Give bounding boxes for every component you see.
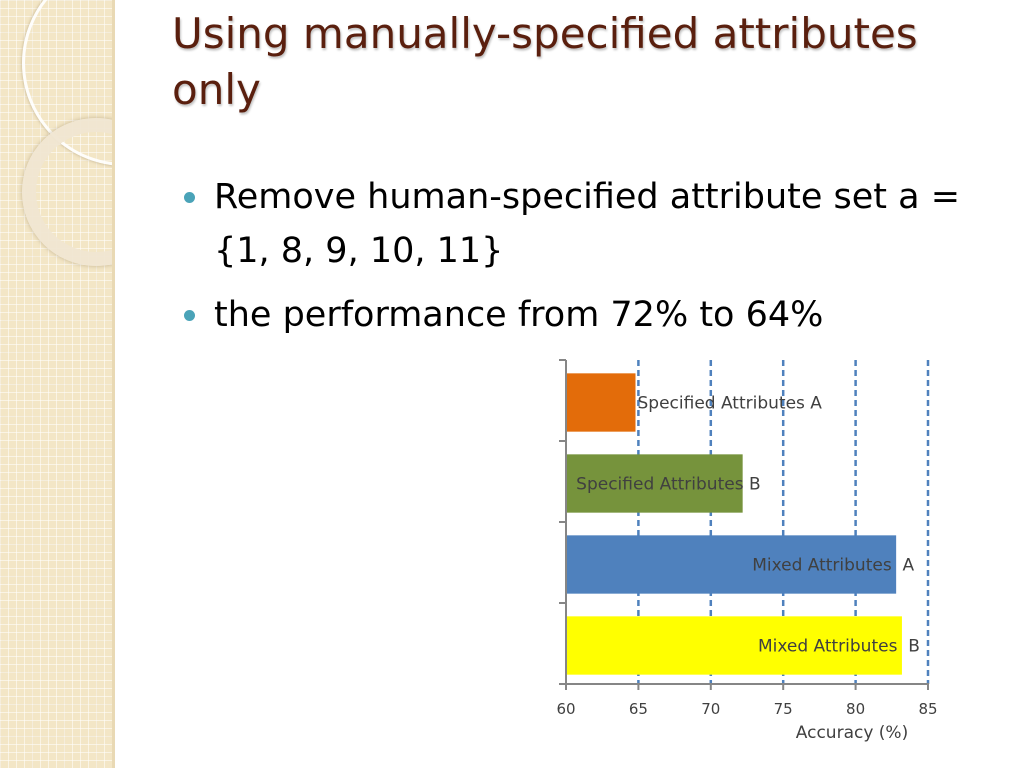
bar [567,373,636,432]
bar-label: Mixed Attributes A [752,556,914,576]
bar-label: Specified Attributes A [638,394,823,414]
bullet-list: Remove human-specified attribute set a =… [184,170,1004,352]
bar [567,535,897,594]
accuracy-bar-chart: Specified Attributes A Specified Attribut… [556,359,938,743]
bar [567,454,743,513]
bar-label: Specified Attributes B [576,475,760,495]
bullet-text: Remove human-specified attribute set a =… [214,177,961,271]
bar-label: Mixed Attributes B [758,637,920,657]
side-panel-edge [112,0,115,768]
bullet-text: the performance from 72% to 64% [214,295,824,335]
slide-title: Using manually-specified attributes only [172,9,918,114]
bar [567,616,902,675]
decorative-side-panel [0,0,112,768]
bullet-dot-icon [184,192,195,203]
bullet-item: the performance from 72% to 64% [184,288,1004,342]
x-tick-label: 60 [556,700,575,718]
x-tick-label: 80 [846,700,865,718]
decorative-ring [22,118,112,266]
bullet-item: Remove human-specified attribute set a =… [184,170,1004,278]
x-tick-label: 75 [774,700,793,718]
x-tick-label: 85 [918,700,937,718]
x-tick-label: 65 [629,700,648,718]
x-tick-label: 70 [701,700,720,718]
x-axis-title: Accuracy (%) [796,723,908,743]
bullet-dot-icon [184,310,195,321]
